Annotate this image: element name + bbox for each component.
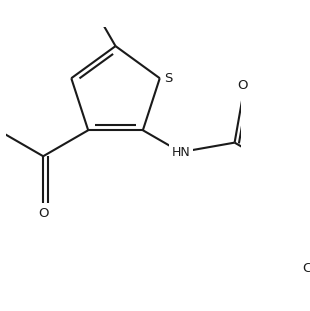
Text: O: O bbox=[237, 80, 248, 92]
Text: Cl: Cl bbox=[303, 262, 310, 275]
Text: O: O bbox=[38, 207, 48, 220]
Text: HN: HN bbox=[171, 146, 190, 159]
Text: S: S bbox=[164, 72, 173, 85]
